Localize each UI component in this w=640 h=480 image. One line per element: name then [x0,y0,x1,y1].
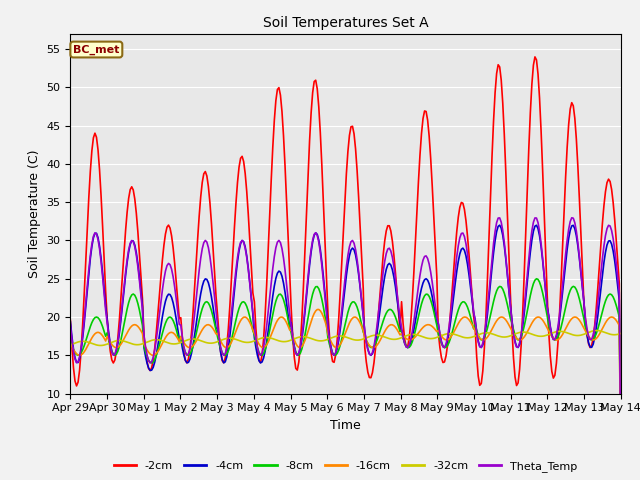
-2cm [134,229,141,235]
-4cm [496,222,504,228]
-16cm [307,319,315,324]
-8cm [617,468,625,473]
-16cm [588,336,595,342]
-8cm [249,328,257,334]
-16cm [249,327,257,333]
-4cm [67,319,74,324]
-8cm [258,352,266,358]
-16cm [134,324,141,329]
-2cm [67,318,74,324]
-8cm [588,337,595,343]
-4cm [249,311,257,317]
Theta_Temp [258,350,266,356]
-32cm [308,336,316,342]
-2cm [249,290,257,296]
Theta_Temp [307,247,315,252]
-16cm [617,468,625,473]
-32cm [232,336,240,342]
Line: -4cm: -4cm [70,225,621,470]
-16cm [258,345,266,350]
Legend: -2cm, -4cm, -8cm, -16cm, -32cm, Theta_Temp: -2cm, -4cm, -8cm, -16cm, -32cm, Theta_Te… [109,457,582,477]
-4cm [588,345,595,350]
-32cm [617,331,625,336]
Text: BC_met: BC_met [73,44,120,55]
-8cm [532,276,540,282]
-32cm [136,342,143,348]
-16cm [67,341,74,347]
-2cm [588,343,595,348]
Theta_Temp [249,310,257,316]
-8cm [134,300,141,306]
-4cm [307,249,315,255]
-2cm [230,224,238,230]
Theta_Temp [134,264,141,269]
-32cm [593,328,600,334]
Theta_Temp [568,215,575,221]
-16cm [230,332,238,338]
-16cm [315,307,323,312]
Title: Soil Temperatures Set A: Soil Temperatures Set A [263,16,428,30]
-2cm [258,352,266,358]
Line: -8cm: -8cm [70,279,621,470]
Line: -32cm: -32cm [70,331,621,346]
Line: -16cm: -16cm [70,310,621,470]
Theta_Temp [588,336,595,342]
Y-axis label: Soil Temperature (C): Soil Temperature (C) [28,149,41,278]
-32cm [260,335,268,340]
-8cm [67,338,74,344]
-2cm [307,110,315,116]
-4cm [134,261,141,266]
Line: -2cm: -2cm [70,57,621,470]
-32cm [97,343,105,348]
-4cm [258,359,266,365]
-2cm [531,54,539,60]
-32cm [250,338,258,344]
-32cm [67,342,74,348]
-4cm [617,468,625,473]
-8cm [307,298,315,303]
Theta_Temp [617,468,625,473]
-2cm [617,468,625,473]
Theta_Temp [230,280,238,286]
-32cm [588,328,595,334]
Theta_Temp [67,323,74,328]
-8cm [230,324,238,330]
-4cm [230,287,238,293]
X-axis label: Time: Time [330,419,361,432]
Line: Theta_Temp: Theta_Temp [70,218,621,470]
